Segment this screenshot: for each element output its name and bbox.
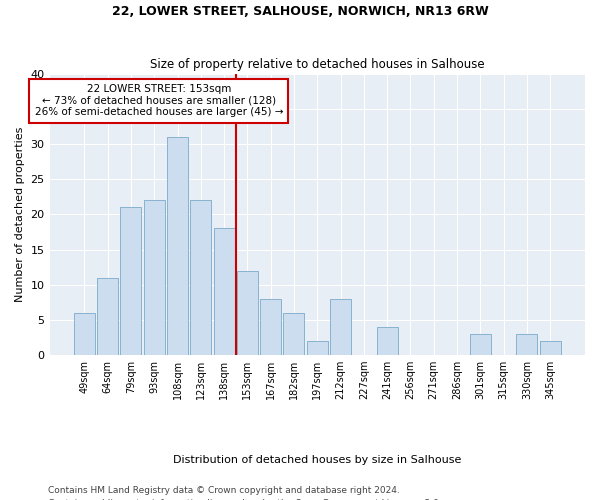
Bar bbox=[517, 334, 538, 355]
Bar bbox=[121, 208, 142, 355]
Bar bbox=[190, 200, 211, 355]
Bar bbox=[214, 228, 235, 355]
Bar bbox=[97, 278, 118, 355]
Bar bbox=[307, 341, 328, 355]
Bar bbox=[167, 137, 188, 355]
Bar bbox=[74, 313, 95, 355]
Bar bbox=[377, 327, 398, 355]
X-axis label: Distribution of detached houses by size in Salhouse: Distribution of detached houses by size … bbox=[173, 455, 461, 465]
Title: Size of property relative to detached houses in Salhouse: Size of property relative to detached ho… bbox=[150, 58, 485, 71]
Bar bbox=[539, 341, 560, 355]
Bar bbox=[283, 313, 304, 355]
Bar bbox=[470, 334, 491, 355]
Bar bbox=[260, 299, 281, 355]
Text: 22, LOWER STREET, SALHOUSE, NORWICH, NR13 6RW: 22, LOWER STREET, SALHOUSE, NORWICH, NR1… bbox=[112, 5, 488, 18]
Bar bbox=[144, 200, 165, 355]
Y-axis label: Number of detached properties: Number of detached properties bbox=[15, 126, 25, 302]
Bar bbox=[330, 299, 351, 355]
Text: Contains HM Land Registry data © Crown copyright and database right 2024.: Contains HM Land Registry data © Crown c… bbox=[48, 486, 400, 495]
Text: 22 LOWER STREET: 153sqm
← 73% of detached houses are smaller (128)
26% of semi-d: 22 LOWER STREET: 153sqm ← 73% of detache… bbox=[35, 84, 283, 117]
Bar bbox=[237, 270, 258, 355]
Text: Contains public sector information licensed under the Open Government Licence v3: Contains public sector information licen… bbox=[48, 498, 442, 500]
